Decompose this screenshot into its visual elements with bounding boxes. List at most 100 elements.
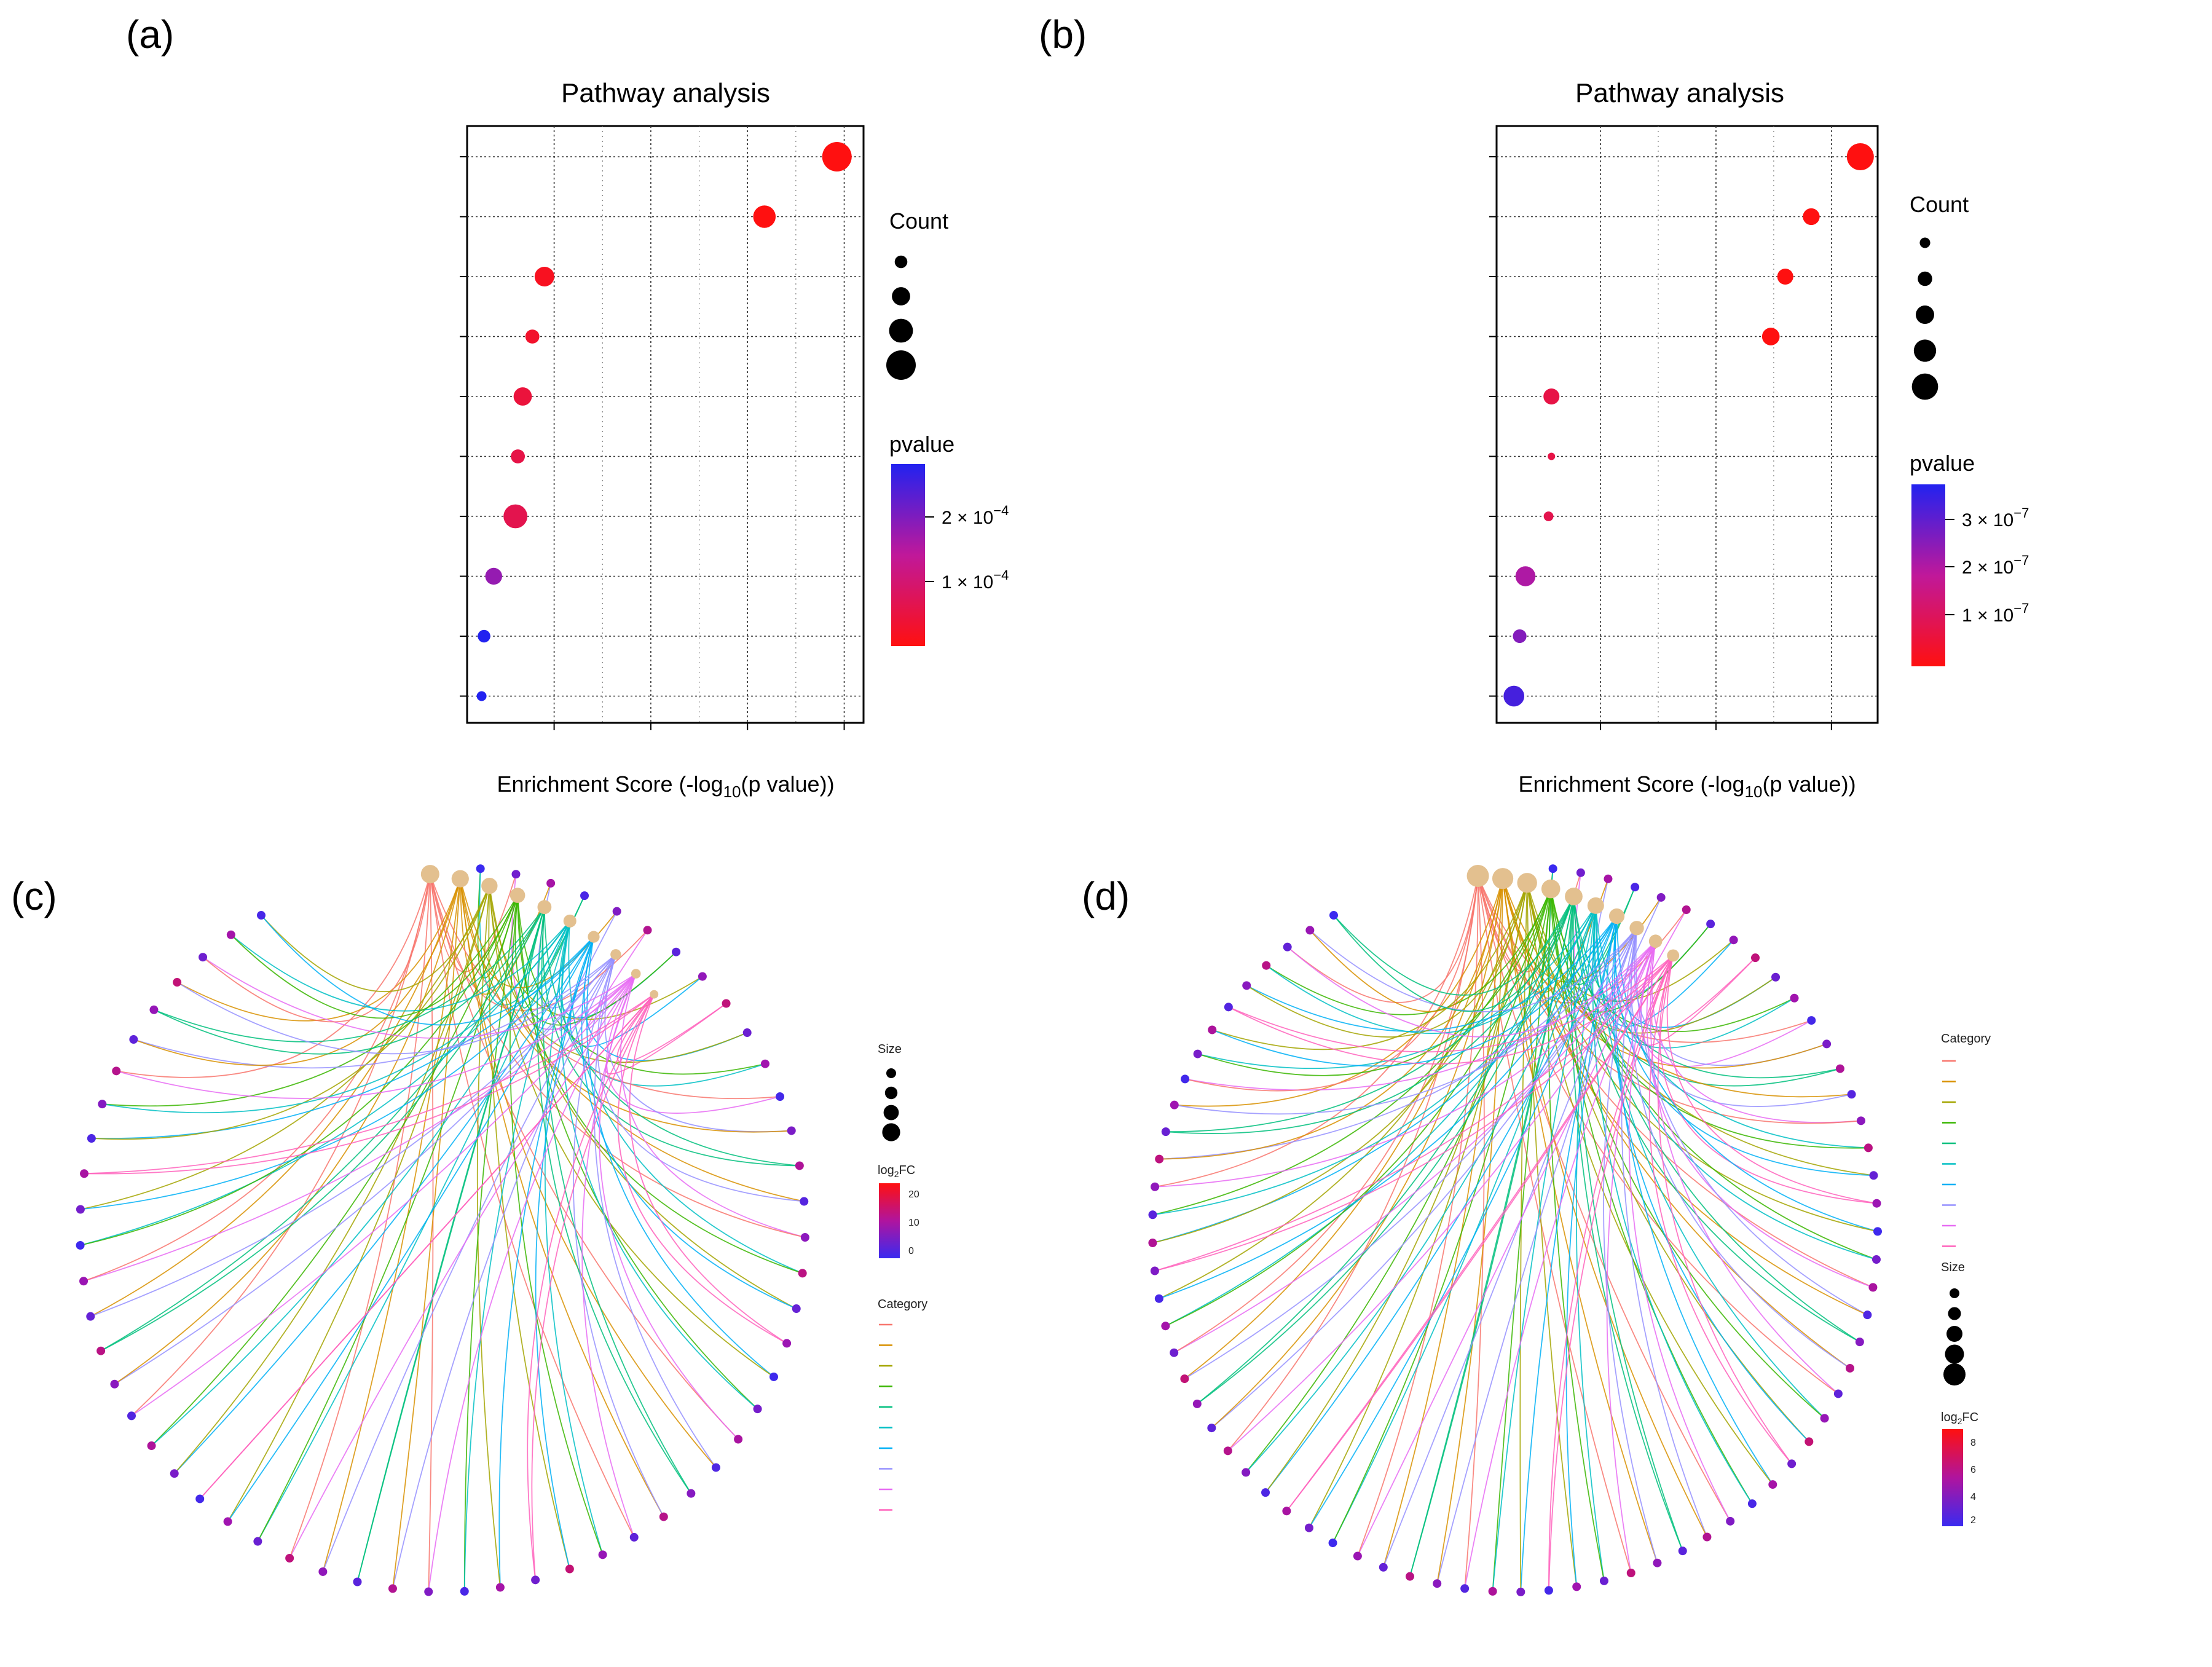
edge xyxy=(1357,875,1479,1556)
logfc-colorbar-d xyxy=(1942,1429,1963,1526)
edge xyxy=(1165,896,1575,1134)
dot-4 xyxy=(525,329,540,344)
gene-node xyxy=(1682,905,1691,914)
size-legend-title-d: Size xyxy=(1941,1261,1965,1274)
gene-node xyxy=(1151,1182,1160,1191)
gene-node xyxy=(795,1161,804,1170)
edge xyxy=(1502,878,1852,1098)
gene-node xyxy=(257,911,266,920)
dot-3 xyxy=(534,267,554,286)
gene-node xyxy=(1155,1154,1164,1164)
edge xyxy=(356,907,545,1582)
gene-node xyxy=(1631,883,1640,892)
size-legend-c xyxy=(882,1068,900,1141)
pathway-node xyxy=(1517,873,1537,893)
edge xyxy=(154,907,545,1042)
category-legend-c xyxy=(879,1323,892,1511)
edge xyxy=(1184,940,1656,1091)
gene-node xyxy=(1833,1389,1843,1398)
edge xyxy=(133,954,616,1069)
count-legend-dot xyxy=(1911,373,1938,400)
gene-node xyxy=(1678,1547,1687,1556)
edge xyxy=(1648,955,1792,1464)
edge xyxy=(605,994,727,1074)
pvalue-label-b-1: 3 × 10−7 xyxy=(1962,505,2029,530)
gene-node xyxy=(96,1346,106,1355)
edge xyxy=(1477,875,1862,1124)
edge xyxy=(1211,928,1637,1429)
gene-node xyxy=(1460,1584,1470,1593)
edge xyxy=(429,873,517,972)
gene-node xyxy=(223,1517,232,1526)
gene-node xyxy=(1224,1003,1233,1012)
edge xyxy=(1548,955,1674,1591)
gene-node xyxy=(698,972,707,981)
dot-6 xyxy=(1548,452,1556,460)
gene-node xyxy=(1729,936,1738,945)
gene-node xyxy=(1726,1516,1735,1526)
edge xyxy=(428,874,434,1592)
count-legend-dot xyxy=(894,255,908,269)
edge xyxy=(629,994,787,1344)
edge xyxy=(261,885,490,992)
gene-node xyxy=(1873,1227,1882,1236)
dot-5 xyxy=(513,387,532,406)
x-axis-label-b: Enrichment Score (-log10(p value)) xyxy=(1518,771,1856,801)
edge xyxy=(1616,916,1878,1232)
edge xyxy=(1227,940,1656,1452)
edge xyxy=(1502,878,1708,1537)
gene-node xyxy=(1855,1338,1864,1347)
edge xyxy=(116,973,637,1099)
count-legend-dot xyxy=(1919,237,1931,248)
edge xyxy=(1630,928,1851,1369)
edge xyxy=(1174,878,1503,1107)
gene-node xyxy=(776,1092,785,1101)
edge xyxy=(463,895,519,1591)
edge xyxy=(114,878,461,1385)
pathway-node xyxy=(481,877,498,894)
logfc-label-d-4: 2 xyxy=(1970,1515,1976,1526)
edge xyxy=(1211,878,1503,1429)
edge xyxy=(1526,883,1809,1443)
pathway-node xyxy=(1466,864,1489,887)
edges-c xyxy=(80,869,806,1592)
edge xyxy=(1659,955,1877,1204)
edge xyxy=(593,954,717,1468)
gene-node xyxy=(129,1035,138,1044)
panel-c: (c) Size log2FC 20 10 0 Category xyxy=(11,864,927,1596)
edge xyxy=(1173,940,1656,1354)
gene-node xyxy=(1150,1266,1159,1275)
gene-node xyxy=(1148,1239,1157,1248)
edge xyxy=(1526,883,1578,1587)
edge xyxy=(527,895,585,993)
edge xyxy=(114,954,616,1385)
gene-node xyxy=(1822,1039,1832,1049)
gene-node xyxy=(1180,1374,1189,1384)
gene-node xyxy=(1353,1551,1362,1561)
edge xyxy=(1245,905,1597,1473)
gridlines-a xyxy=(460,126,864,723)
edge xyxy=(517,895,758,1409)
edge xyxy=(1436,928,1637,1584)
edge xyxy=(1197,896,1575,1405)
edge xyxy=(202,956,637,1039)
size-legend-dot xyxy=(1948,1307,1961,1320)
edge xyxy=(1152,916,1618,1243)
dots-b xyxy=(1503,143,1874,707)
edge xyxy=(1548,955,1674,1591)
gene-node xyxy=(76,1205,85,1214)
size-legend-d xyxy=(1943,1288,1966,1385)
edge xyxy=(1572,896,1683,1551)
gene-node xyxy=(476,864,485,873)
logfc-label-d-3: 4 xyxy=(1970,1492,1976,1502)
gene-node xyxy=(1653,1558,1662,1567)
size-legend-title-c: Size xyxy=(878,1042,902,1056)
edge xyxy=(558,921,677,1019)
plot-frame-b xyxy=(1495,125,1879,724)
gene-node xyxy=(1433,1579,1442,1588)
edge xyxy=(84,993,655,1175)
gene-node xyxy=(1192,1399,1202,1408)
edge xyxy=(227,885,490,1522)
gene-node xyxy=(1242,981,1251,990)
gene-node xyxy=(110,1379,119,1389)
